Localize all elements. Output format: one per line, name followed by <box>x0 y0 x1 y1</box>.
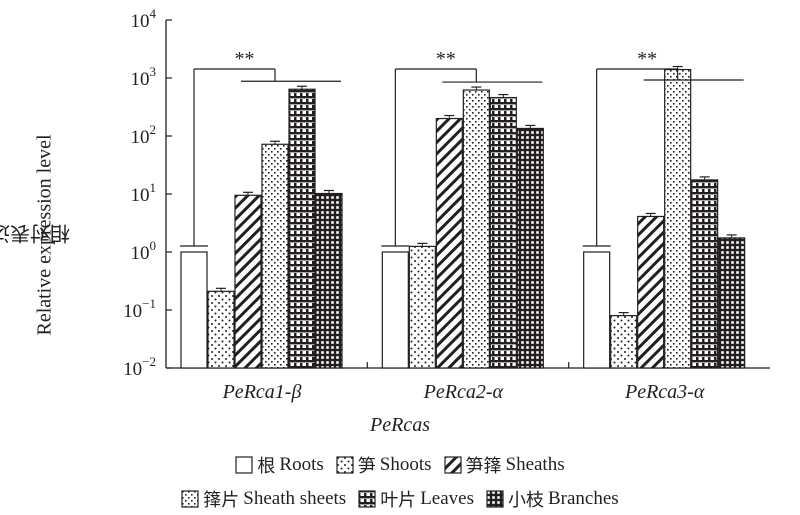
legend-label-en: Sheaths <box>505 454 565 475</box>
bar-leaves <box>691 179 719 369</box>
y-tick-label: 102 <box>131 122 157 148</box>
bar-sheets <box>261 143 289 369</box>
legend-label-en: Leaves <box>420 488 474 509</box>
significance-label: ** <box>436 48 456 70</box>
legend-item-branches: 小枝 Branches <box>486 486 619 512</box>
bar-shoots <box>207 290 235 369</box>
bar-sheaths <box>637 215 665 369</box>
legend-item-sheaths: 笋箨 Sheaths <box>443 452 565 478</box>
legend-item-roots: 根 Roots <box>235 452 324 478</box>
legend-label-cn: 叶片 <box>380 490 417 511</box>
legend-item-sheets: 箨片 Sheath sheets <box>181 486 346 512</box>
axes: 10−2 10−1 100 101 102 103 104 PeRca1-β PeRca2-α P… <box>123 6 770 403</box>
y-tick-label: 10−2 <box>123 354 156 380</box>
legend-label-cn: 笋 <box>357 456 376 477</box>
bar-branches <box>718 237 746 369</box>
legend-label-en: Roots <box>279 454 324 475</box>
bar-shoots <box>408 245 436 369</box>
legend-label-cn: 箨片 <box>203 490 240 511</box>
legend-label-en: Shoots <box>379 454 432 475</box>
legend-row-1: 根 Roots 笋 Shoots 笋箨 Sheaths <box>0 452 800 478</box>
bar-roots <box>583 251 611 369</box>
legend-row-2: 箨片 Sheath sheets 叶片 Leaves 小枝 Branches <box>0 486 800 512</box>
bar-branches <box>516 127 544 369</box>
bar-leaves <box>288 88 316 369</box>
significance-brackets: ** ** ** <box>180 48 744 247</box>
x-tick-label: PeRca1-β <box>222 381 302 403</box>
bar-shoots <box>610 315 638 369</box>
legend-item-leaves: 叶片 Leaves <box>358 486 474 512</box>
x-tick-label: PeRca2-α <box>423 381 504 403</box>
y-tick-label: 10−1 <box>123 296 156 322</box>
legend-label-cn: 笋箨 <box>465 456 502 477</box>
legend-swatch <box>443 456 462 474</box>
significance-label: ** <box>637 48 657 70</box>
x-axis-title-text: PeRcas <box>370 414 430 436</box>
legend-label-cn: 根 <box>257 456 276 477</box>
y-tick-label: 103 <box>131 64 157 90</box>
bar-sheaths <box>435 117 463 369</box>
legend-swatch <box>181 490 199 508</box>
legend-label-en: Sheath sheets <box>243 488 347 509</box>
bar-roots <box>381 251 409 369</box>
legend-swatch <box>486 490 504 508</box>
x-tick-label: PeRca3-α <box>624 381 705 403</box>
bar-sheets <box>462 89 490 369</box>
x-axis-title: PeRcas <box>0 414 800 437</box>
bar-sheaths <box>234 194 262 369</box>
y-tick-label: 100 <box>131 238 157 264</box>
legend-item-shoots: 笋 Shoots <box>336 452 432 478</box>
bar-chart: 10−2 10−1 100 101 102 103 104 PeRca1-β PeRca2-α P… <box>123 6 770 403</box>
y-axis-label-en: Relative expression level <box>33 134 56 336</box>
bar-roots <box>180 251 208 369</box>
legend-swatch <box>235 456 253 474</box>
legend-label-en: Branches <box>548 488 619 509</box>
legend-swatch <box>358 490 376 508</box>
bar-leaves <box>489 96 517 369</box>
y-tick-label: 104 <box>131 6 157 32</box>
significance-label: ** <box>235 48 255 70</box>
legend-label-cn: 小枝 <box>508 490 544 511</box>
legend-swatch <box>336 456 354 474</box>
y-tick-label: 101 <box>131 180 157 206</box>
bar-branches <box>315 192 343 369</box>
bar-sheets <box>664 68 692 369</box>
bars <box>180 65 746 369</box>
